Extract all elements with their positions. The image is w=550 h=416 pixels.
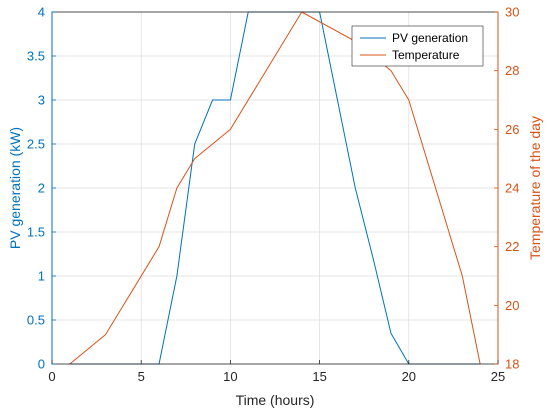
y-left-tick-label: 2	[38, 181, 45, 196]
y-right-tick-label: 20	[505, 298, 519, 313]
y-left-tick-label: 1.5	[27, 225, 45, 240]
y-left-tick-label: 4	[38, 5, 45, 20]
y-right-tick-label: 30	[505, 5, 519, 20]
x-tick-label: 25	[491, 369, 505, 384]
y-left-tick-label: 0.5	[27, 313, 45, 328]
x-axis-title: Time (hours)	[236, 392, 315, 408]
y-right-tick-label: 22	[505, 239, 519, 254]
y-right-tick-label: 26	[505, 122, 519, 137]
tick-layer: 0 5 10 15 20 25 0 0.5 1 1.5 2 2.5 3 3.5 4 18 20 22 24 26 28 3…	[27, 5, 520, 385]
y-right-tick-label: 24	[505, 181, 519, 196]
y-left-tick-label: 2.5	[27, 137, 45, 152]
y-left-tick-label: 3.5	[27, 49, 45, 64]
x-tick-label: 20	[402, 369, 416, 384]
x-tick-label: 5	[138, 369, 145, 384]
y-right-tick-label: 28	[505, 63, 519, 78]
y-left-axis-title: PV generation (kW)	[7, 127, 23, 249]
y-left-tick-label: 0	[38, 357, 45, 372]
x-tick-label: 10	[223, 369, 237, 384]
y-right-axis-title: Temperature of the day	[527, 116, 543, 260]
series-line-temperature	[69, 11, 481, 365]
y-right-tick-label: 18	[505, 357, 519, 372]
legend: PV generation Temperature	[351, 25, 484, 67]
legend-box	[351, 25, 484, 67]
y-left-tick-label: 3	[38, 93, 45, 108]
legend-label-temperature: Temperature	[392, 48, 460, 62]
x-tick-label: 0	[48, 369, 55, 384]
x-tick-label: 15	[312, 369, 326, 384]
y-left-tick-label: 1	[38, 269, 45, 284]
legend-label-pv: PV generation	[392, 31, 468, 45]
